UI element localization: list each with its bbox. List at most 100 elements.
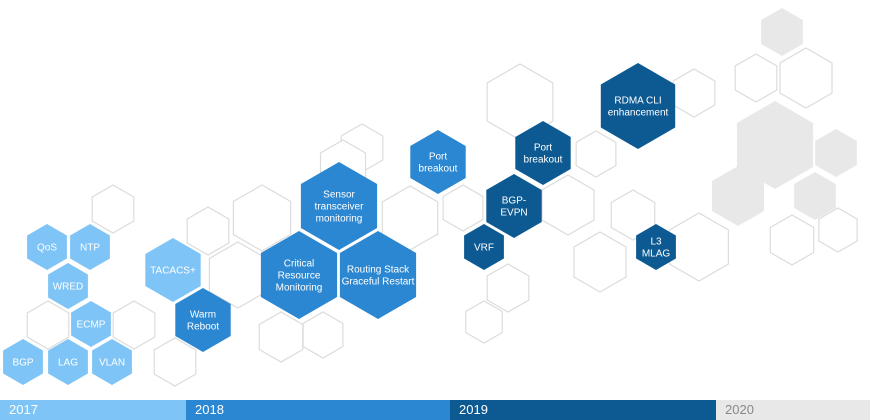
- feature-lag: LAG: [48, 339, 88, 385]
- outline-hexagon: [232, 184, 292, 252]
- outline-hexagon: [465, 300, 503, 344]
- outline-hexagon: [258, 311, 304, 363]
- outline-hexagon: [573, 231, 627, 293]
- feature-ecmp: ECMP: [71, 301, 111, 347]
- feature-ntp: NTP: [70, 224, 110, 270]
- outline-hexagon: [541, 174, 595, 236]
- feature-hexagon-shape: [260, 231, 338, 319]
- feature-label-line: Critical: [284, 259, 315, 270]
- feature-label-line: BGP-: [502, 196, 526, 207]
- feature-label-line: Monitoring: [276, 283, 323, 294]
- outline-hexagon: [302, 311, 344, 359]
- feature-vlan: VLAN: [92, 339, 132, 385]
- feature-label-line: breakout: [419, 164, 458, 175]
- outline-hexagon: [486, 63, 554, 141]
- timeline-year-2017: 2017: [0, 400, 186, 420]
- feature-tacacs: TACACS+: [145, 238, 201, 302]
- feature-label-line: TACACS+: [150, 266, 196, 277]
- outline-hexagon: [153, 337, 197, 387]
- timeline-bar: 2017 2018 2019 2020: [0, 400, 870, 420]
- feature-label-line: NTP: [80, 243, 100, 254]
- feature-label-line: Routing Stack: [347, 265, 410, 276]
- feature-vrf: VRF: [464, 224, 504, 270]
- feature-label-line: QoS: [37, 243, 57, 254]
- feature-label-line: Resource: [278, 271, 321, 282]
- feature-qos: QoS: [27, 224, 67, 270]
- future-hexagon: [794, 172, 836, 220]
- feature-hexagon-shape: [48, 339, 88, 385]
- feature-label-line: WRED: [53, 282, 84, 293]
- future-hexagon: [769, 214, 815, 266]
- feature-label-line: transceiver: [315, 202, 365, 213]
- feature-label-line: EVPN: [500, 208, 527, 219]
- outline-hexagon: [668, 212, 730, 282]
- outline-hexagon: [91, 184, 135, 234]
- future-hexagon: [815, 129, 857, 177]
- roadmap-hexagon-diagram: QoS NTP WRED ECMP BGP LAG VLAN TACACS+ WarmReboo…: [3, 8, 858, 387]
- future-hexagon: [734, 53, 778, 103]
- feature-label-line: Reboot: [187, 322, 219, 333]
- feature-hexagon-shape: [410, 130, 466, 194]
- future-hexagon: [779, 47, 833, 109]
- future-hexagon: [712, 166, 764, 226]
- feature-hexagon-shape: [175, 288, 231, 352]
- feature-label-line: MLAG: [642, 249, 671, 260]
- outline-hexagon: [486, 263, 530, 313]
- feature-label-line: Sensor: [323, 190, 355, 201]
- feature-bgp-evpn: BGP-EVPN: [486, 174, 542, 238]
- feature-label-line: VLAN: [99, 358, 125, 369]
- feature-label-line: breakout: [524, 155, 563, 166]
- feature-hexagons: QoS NTP WRED ECMP BGP LAG VLAN TACACS+ WarmReboo…: [3, 63, 676, 385]
- feature-label-line: ECMP: [77, 320, 106, 331]
- decorative-outline-hexagons: [26, 63, 730, 387]
- future-hexagon: [818, 207, 858, 253]
- feature-label-line: Warm: [190, 310, 216, 321]
- feature-label-line: VRF: [474, 243, 494, 254]
- feature-wred: WRED: [48, 263, 88, 309]
- timeline-year-2019: 2019: [450, 400, 716, 420]
- future-hexagon: [761, 8, 803, 56]
- feature-hexagon-shape: [145, 238, 201, 302]
- feature-hexagon-shape: [27, 224, 67, 270]
- future-2020-hexagons: [712, 8, 858, 266]
- feature-hexagon-shape: [600, 63, 676, 149]
- outline-hexagon: [26, 300, 70, 350]
- feature-hexagon-shape: [486, 174, 542, 238]
- feature-label-line: RDMA CLI: [614, 96, 661, 107]
- feature-label-line: Port: [429, 152, 448, 163]
- feature-label-line: LAG: [58, 358, 78, 369]
- feature-hexagon-shape: [300, 162, 378, 250]
- feature-bgp: BGP: [3, 339, 43, 385]
- feature-label-line: monitoring: [316, 214, 363, 225]
- feature-hexagon-shape: [636, 224, 676, 270]
- feature-hexagon-shape: [48, 263, 88, 309]
- future-hexagon: [736, 101, 814, 189]
- feature-hexagon-shape: [71, 301, 111, 347]
- feature-hexagon-shape: [464, 224, 504, 270]
- feature-label-line: enhancement: [608, 108, 669, 119]
- outline-hexagon: [575, 130, 617, 178]
- timeline-year-2018: 2018: [186, 400, 450, 420]
- outline-hexagon: [442, 184, 484, 232]
- feature-hexagon-shape: [3, 339, 43, 385]
- feature-hexagon-shape: [92, 339, 132, 385]
- feature-hexagon-shape: [339, 231, 417, 319]
- outline-hexagon: [112, 300, 156, 350]
- feature-label-line: L3: [650, 237, 662, 248]
- outline-hexagon: [186, 206, 230, 256]
- timeline-year-2020: 2020: [716, 400, 870, 420]
- feature-label-line: BGP: [12, 358, 33, 369]
- feature-hexagon-shape: [515, 121, 571, 185]
- feature-hexagon-shape: [70, 224, 110, 270]
- feature-label-line: Graceful Restart: [342, 277, 415, 288]
- outline-hexagon: [672, 68, 716, 118]
- feature-label-line: Port: [534, 143, 553, 154]
